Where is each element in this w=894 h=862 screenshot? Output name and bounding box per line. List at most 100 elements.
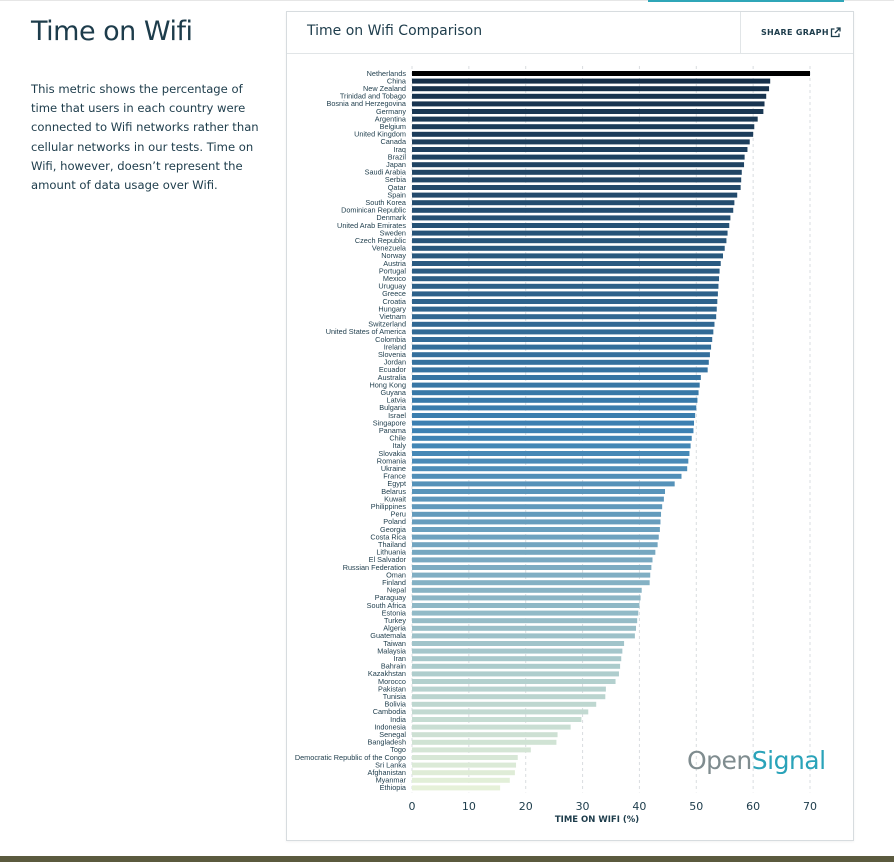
category-label: Russian Federation — [343, 563, 406, 572]
bar — [412, 557, 653, 563]
bar — [412, 352, 710, 358]
category-label: Denmark — [376, 213, 406, 222]
bar — [412, 732, 558, 738]
category-label: Slovakia — [378, 449, 407, 458]
bar — [412, 587, 642, 593]
category-label: Saudi Arabia — [365, 168, 407, 177]
bar — [412, 253, 724, 259]
bar — [412, 701, 597, 707]
bar — [412, 648, 623, 654]
bar — [412, 299, 718, 304]
category-label: Vietnam — [379, 312, 406, 321]
category-label: Thailand — [378, 540, 406, 549]
bar — [412, 610, 639, 616]
bar — [412, 686, 606, 692]
category-label: Israel — [388, 411, 406, 420]
category-label: Iraq — [393, 145, 406, 154]
category-label: Chile — [389, 434, 406, 443]
category-label: India — [390, 715, 407, 724]
bar — [412, 337, 713, 342]
bar — [412, 139, 750, 145]
bar — [412, 131, 754, 137]
bar — [412, 496, 664, 502]
category-label: France — [383, 472, 406, 481]
bar — [412, 124, 755, 130]
bar — [412, 770, 515, 776]
category-label: Guyana — [380, 388, 406, 397]
bar — [412, 595, 641, 601]
category-label: Ecuador — [379, 365, 407, 374]
bar — [412, 777, 510, 783]
category-label: China — [387, 76, 407, 85]
category-label: Bahrain — [381, 662, 406, 671]
bar — [412, 542, 658, 548]
bar — [412, 344, 712, 350]
bar — [412, 116, 758, 122]
bar — [412, 314, 717, 320]
category-label: Georgia — [380, 525, 407, 534]
bar — [412, 321, 715, 327]
category-label: South Africa — [367, 601, 407, 610]
category-label: Lithuania — [376, 548, 407, 557]
category-label: Croatia — [382, 297, 406, 306]
category-label: Sri Lanka — [375, 760, 407, 769]
category-label: Poland — [383, 517, 406, 526]
bar — [412, 451, 690, 456]
bar — [412, 390, 699, 396]
bar — [412, 382, 700, 388]
bar — [412, 466, 688, 472]
top-accent-bar — [648, 0, 844, 2]
category-label: Algeria — [383, 624, 407, 633]
bar — [412, 633, 635, 639]
bar — [412, 747, 531, 753]
bar — [412, 618, 638, 624]
category-label: Mexico — [383, 274, 406, 283]
category-label: Oman — [386, 570, 406, 579]
category-label: Qatar — [388, 183, 407, 192]
bar — [412, 549, 656, 555]
opensignal-logo: OpenSignal — [687, 746, 826, 775]
category-label: Bolivia — [385, 700, 407, 709]
category-label: United Kingdom — [354, 130, 406, 139]
bar — [412, 413, 696, 418]
category-label: Senegal — [379, 730, 406, 739]
category-label: Brazil — [388, 152, 407, 161]
category-label: Cambodia — [373, 707, 407, 716]
bar — [412, 489, 666, 494]
category-label: El Salvador — [369, 555, 407, 564]
category-label: Togo — [390, 745, 406, 754]
bar — [412, 565, 652, 570]
category-label: Taiwan — [383, 639, 406, 648]
category-label: United States of America — [326, 327, 407, 336]
category-label: Uruguay — [378, 282, 406, 291]
bar — [412, 86, 770, 92]
category-label: Iran — [393, 654, 406, 663]
bar — [412, 78, 771, 84]
bar — [412, 656, 622, 662]
x-axis-label: TIME ON WIFI (%) — [555, 815, 639, 825]
x-tick-label: 70 — [803, 800, 817, 813]
bar — [412, 671, 619, 677]
category-label: Bosnia and Herzegovina — [326, 99, 406, 108]
bar — [412, 93, 767, 99]
bar — [412, 238, 727, 244]
bar — [412, 306, 717, 312]
bar — [412, 481, 675, 487]
bar — [412, 663, 621, 669]
bar — [412, 405, 697, 411]
bar — [412, 230, 728, 236]
category-label: Germany — [376, 107, 406, 116]
category-label: Czech Republic — [355, 236, 406, 245]
category-label: Peru — [391, 510, 406, 519]
bar — [412, 694, 606, 700]
bar — [412, 504, 663, 510]
bar — [412, 367, 708, 373]
category-label: Bangladesh — [367, 738, 406, 747]
bar — [412, 717, 582, 722]
share-graph-button[interactable]: SHARE GRAPH — [740, 12, 854, 53]
category-label: Venezuela — [372, 244, 407, 253]
top-divider — [0, 0, 894, 1]
category-label: Ethiopia — [380, 783, 407, 792]
bar — [412, 679, 616, 684]
category-label: United Arab Emirates — [337, 221, 406, 230]
